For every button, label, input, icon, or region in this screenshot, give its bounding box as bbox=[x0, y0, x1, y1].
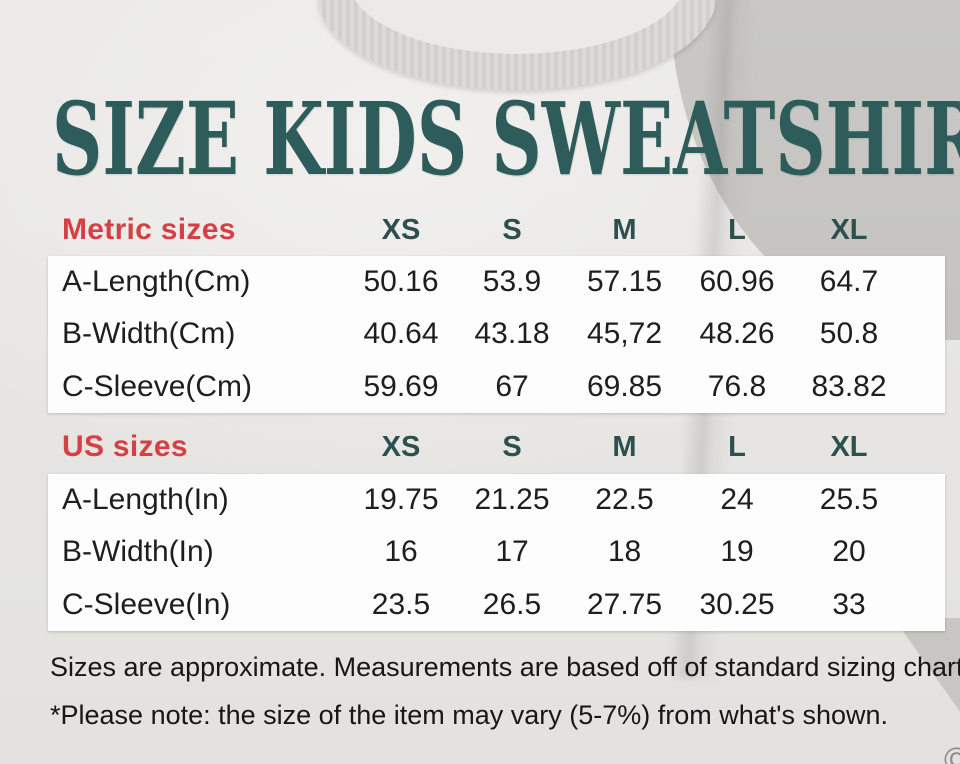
size-value: 33 bbox=[832, 587, 866, 621]
column-header-l: L bbox=[728, 430, 746, 463]
size-value: 76.8 bbox=[707, 369, 767, 403]
size-value: 16 bbox=[384, 535, 418, 569]
page-title: SIZE KIDS SWEATSHIRT bbox=[52, 81, 960, 199]
size-value: 48.26 bbox=[699, 317, 775, 351]
size-value: 67 bbox=[495, 369, 529, 403]
us-sizes-label: US sizes bbox=[62, 430, 188, 463]
table-row-a-length-in: A-Length(In) 19.75 21.25 22.5 24 25.5 bbox=[48, 474, 945, 526]
metric-sizes-label: Metric sizes bbox=[62, 213, 236, 246]
size-value: 50.16 bbox=[363, 265, 439, 299]
size-value: 60.96 bbox=[699, 265, 775, 299]
copyright-icon: © bbox=[943, 741, 960, 764]
size-value: 26.5 bbox=[482, 587, 542, 621]
size-value: 18 bbox=[607, 535, 642, 569]
size-value: 40.64 bbox=[363, 317, 439, 351]
table-row-c-sleeve-in: C-Sleeve(In) 23.5 26.5 27.75 30.25 33 bbox=[48, 579, 945, 631]
disclaimer-line-2: *Please note: the size of the item may v… bbox=[50, 700, 889, 730]
size-value: 19.75 bbox=[363, 483, 439, 517]
size-value: 69.85 bbox=[586, 369, 663, 403]
size-value: 24 bbox=[720, 483, 754, 517]
us-header-row: US sizes XS S M L XL bbox=[48, 424, 945, 470]
size-value: 25.5 bbox=[819, 483, 879, 517]
size-value: 30.25 bbox=[699, 587, 775, 621]
column-header-s: S bbox=[502, 430, 522, 463]
size-value: 83.82 bbox=[811, 369, 887, 403]
size-value: 50.8 bbox=[819, 317, 879, 351]
row-label-b-width-cm: B-Width(Cm) bbox=[62, 317, 236, 351]
size-value: 45,72 bbox=[586, 317, 663, 351]
us-size-table: A-Length(In) 19.75 21.25 22.5 24 25.5 B-… bbox=[48, 474, 945, 631]
column-header-m: M bbox=[612, 430, 637, 463]
column-header-s: S bbox=[502, 213, 522, 246]
size-value: 23.5 bbox=[371, 587, 431, 621]
size-value: 64.7 bbox=[819, 265, 879, 299]
metric-size-table: A-Length(Cm) 50.16 53.9 57.15 60.96 64.7… bbox=[48, 256, 945, 413]
row-label-a-length-cm: A-Length(Cm) bbox=[62, 265, 251, 299]
size-value: 19 bbox=[720, 535, 754, 569]
column-header-xl: XL bbox=[830, 430, 868, 463]
size-value: 17 bbox=[495, 535, 529, 569]
size-value: 20 bbox=[832, 535, 866, 569]
table-row-b-width-cm: B-Width(Cm) 40.64 43.18 45,72 48.26 50.8 bbox=[48, 308, 945, 360]
size-value: 27.75 bbox=[586, 587, 663, 621]
disclaimer-line-1: Sizes are approximate. Measurements are … bbox=[50, 652, 960, 682]
row-label-b-width-in: B-Width(In) bbox=[62, 535, 214, 569]
size-value: 59.69 bbox=[363, 369, 439, 403]
column-header-xs: XS bbox=[381, 430, 421, 463]
size-value: 53.9 bbox=[482, 265, 542, 299]
size-value: 22.5 bbox=[595, 483, 654, 517]
column-header-l: L bbox=[728, 213, 746, 246]
metric-header-row: Metric sizes XS S M L XL bbox=[48, 207, 945, 253]
column-header-xs: XS bbox=[381, 213, 421, 246]
column-header-m: M bbox=[612, 213, 637, 246]
row-label-c-sleeve-cm: C-Sleeve(Cm) bbox=[62, 369, 253, 403]
size-value: 21.25 bbox=[474, 483, 550, 517]
row-label-c-sleeve-in: C-Sleeve(In) bbox=[62, 587, 231, 621]
table-row-a-length-cm: A-Length(Cm) 50.16 53.9 57.15 60.96 64.7 bbox=[48, 256, 945, 308]
row-label-a-length-in: A-Length(In) bbox=[62, 483, 229, 517]
table-row-b-width-in: B-Width(In) 16 17 18 19 20 bbox=[48, 526, 945, 578]
size-value: 57.15 bbox=[586, 265, 663, 299]
table-row-c-sleeve-cm: C-Sleeve(Cm) 59.69 67 69.85 76.8 83.82 bbox=[48, 361, 945, 413]
column-header-xl: XL bbox=[830, 213, 868, 246]
size-value: 43.18 bbox=[474, 317, 550, 351]
